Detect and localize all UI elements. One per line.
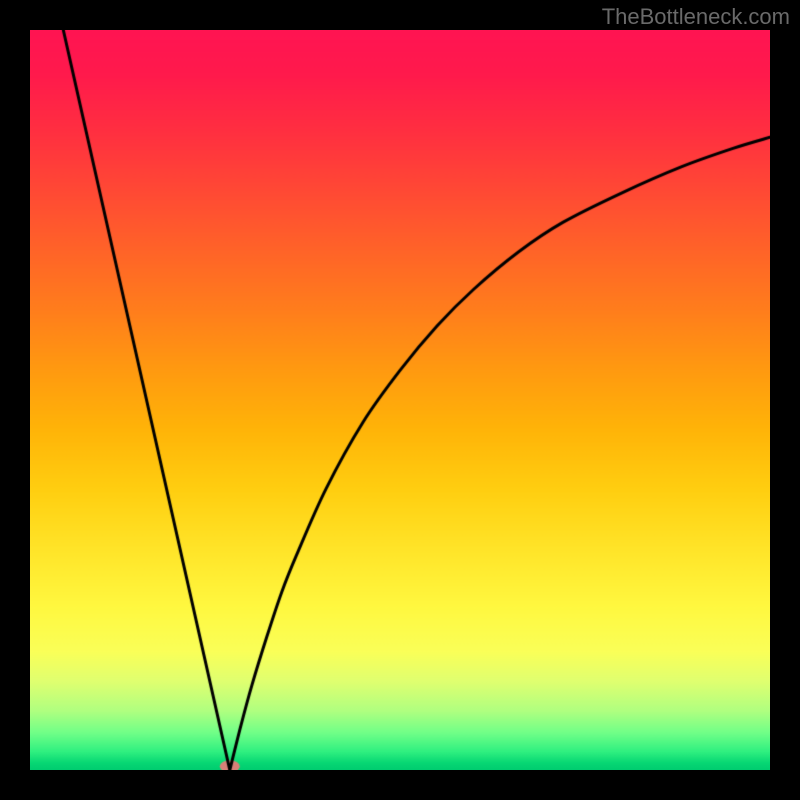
watermark-text: TheBottleneck.com: [602, 4, 790, 30]
chart-container: TheBottleneck.com: [0, 0, 800, 800]
plot-area: [30, 30, 770, 770]
plot-canvas: [30, 30, 770, 770]
